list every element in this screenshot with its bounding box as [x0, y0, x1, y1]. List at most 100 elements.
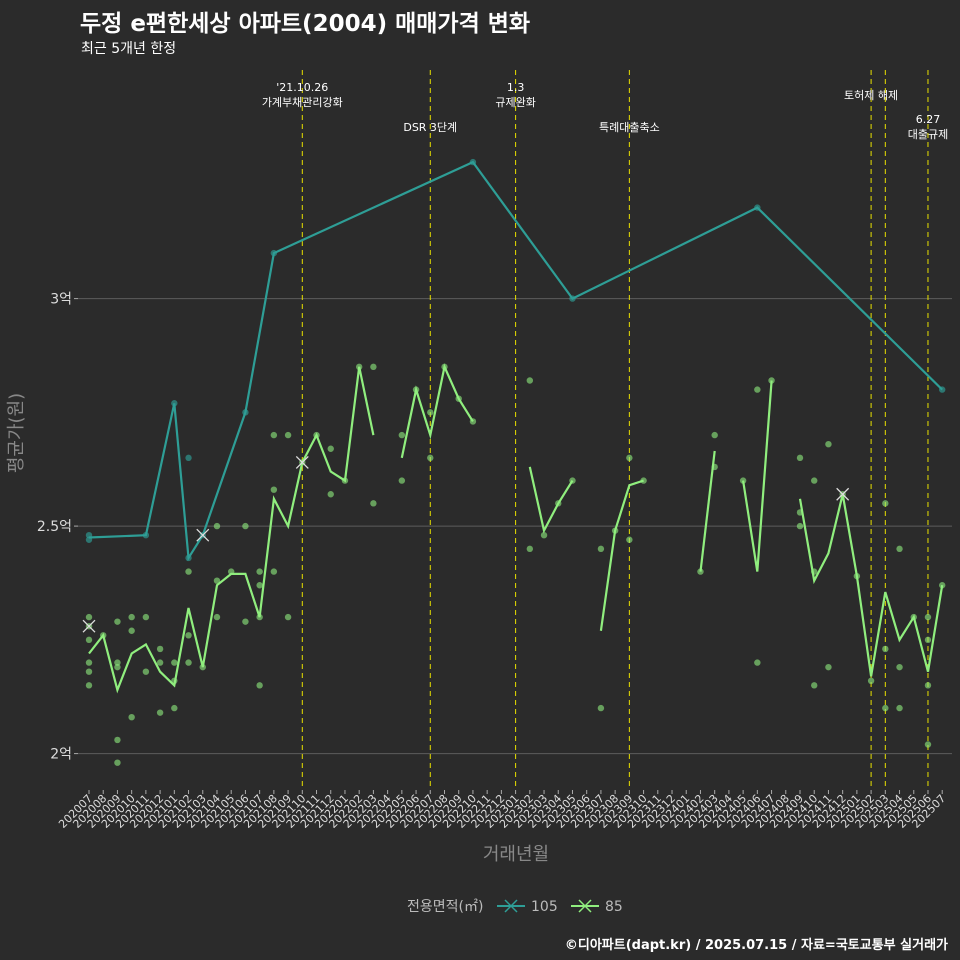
series-85-point: [185, 632, 192, 639]
series-85-point: [626, 536, 633, 543]
series-85-point: [526, 377, 534, 384]
series-85-point: [867, 677, 875, 684]
series-85-point: [896, 663, 903, 671]
series-85-point: [924, 613, 932, 621]
series-85-point: [398, 477, 406, 484]
series-85-point: [114, 618, 121, 625]
series-85-point: [924, 741, 932, 748]
series-105-point: [754, 204, 761, 211]
series-85-point: [213, 577, 221, 584]
caption: ©디아파트(dapt.kr) / 2025.07.15 / 자료=국토교통부 실…: [564, 938, 948, 953]
y-tick-label: 2.5억: [37, 519, 72, 535]
series-85-point: [370, 363, 377, 371]
y-axis-title: 평균가(원): [6, 393, 27, 473]
legend-title: 전용면적(㎡): [407, 899, 483, 915]
series-85-x-marker: [836, 487, 850, 501]
series-85-line: [742, 380, 773, 572]
series-85-point: [85, 659, 93, 666]
series-85-point: [256, 568, 263, 575]
series-105-point: [569, 295, 576, 302]
series-85-point: [754, 386, 761, 393]
series-85-point: [171, 659, 178, 666]
series-85-point: [327, 445, 334, 452]
series-85-point: [697, 568, 704, 575]
event-label: 1.3: [507, 81, 525, 94]
series-105: [85, 158, 946, 562]
series-85-point: [128, 627, 135, 634]
series-85-point: [526, 545, 534, 553]
series-85-point: [796, 454, 804, 462]
series-85-point: [896, 704, 903, 712]
legend: 전용면적(㎡) 105 85: [407, 899, 623, 915]
series-85-point: [327, 491, 334, 498]
series-105-point: [142, 532, 150, 539]
series-85-point: [626, 454, 633, 462]
series-85-line: [528, 466, 574, 534]
series-85-point: [156, 645, 164, 653]
series-85-point: [156, 709, 164, 716]
series-85-point: [242, 522, 249, 530]
series-85-point: [171, 704, 178, 712]
series-85-point: [242, 618, 249, 625]
legend-key-105-x-icon: [504, 899, 518, 913]
series-105-point: [85, 536, 93, 543]
series-85-point: [142, 668, 150, 675]
chart-title: 두정 e편한세상 아파트(2004) 매매가격 변화: [80, 11, 531, 37]
series-85-line: [798, 494, 944, 677]
series-85-line: [699, 450, 716, 572]
x-axis-ticks: 2020072020082020092020102020112020122021…: [56, 790, 948, 831]
series-85-point: [882, 500, 889, 507]
grid-lines: [78, 298, 952, 755]
series-85-point: [85, 636, 93, 644]
series-85-point: [398, 431, 406, 439]
series-85-point: [128, 714, 135, 721]
series-85-point: [114, 759, 121, 766]
y-tick-label: 2억: [50, 747, 72, 763]
legend-key-85-x-icon: [578, 899, 592, 913]
series-85-line: [599, 479, 644, 631]
series-85-point: [114, 659, 121, 666]
series-105-point: [242, 409, 249, 416]
series-85-point: [270, 431, 278, 439]
series-85-point: [370, 500, 377, 507]
event-label: 규제완화: [495, 96, 535, 109]
series-85-point: [284, 431, 292, 439]
series-85-point: [85, 682, 93, 689]
series-105-point: [171, 400, 178, 407]
series-85-point: [185, 659, 192, 666]
series-85-point: [85, 613, 93, 621]
series-85-point: [114, 663, 121, 671]
series-85-point: [256, 582, 263, 589]
series-85-point: [754, 659, 761, 666]
event-label: 토허제 해제: [844, 88, 898, 102]
series-85-point: [811, 477, 818, 484]
series-85-point: [597, 704, 605, 712]
event-label: DSR 3단계: [403, 121, 457, 134]
chart-subtitle: 최근 5개년 한정: [81, 41, 177, 57]
series-85-x-marker: [82, 619, 96, 633]
series-85-point: [156, 659, 164, 666]
event-label: 특례대출축소: [599, 121, 660, 134]
series-85-point: [597, 545, 605, 553]
series-85-point: [270, 568, 278, 575]
series-105-point: [85, 532, 93, 539]
series-85-x-marker: [295, 455, 309, 469]
series-85-line: [88, 366, 375, 694]
series-85-point: [213, 613, 221, 621]
y-axis-ticks: 2억 2.5억 3억: [37, 292, 78, 763]
series-85-point: [128, 613, 135, 621]
series-105-point: [939, 386, 946, 393]
series-85-point: [540, 532, 548, 539]
series-105-point: [469, 158, 477, 166]
event-label: 가계부채관리강화: [262, 96, 343, 109]
series-85-point: [711, 431, 718, 439]
series-85-point: [811, 682, 818, 689]
series-85-point: [882, 704, 889, 712]
series-85-point: [825, 441, 832, 448]
event-label: 대출규제: [908, 128, 948, 141]
series-105-x-marker: [196, 528, 210, 542]
series-85-point: [882, 645, 889, 653]
series-85-point: [924, 682, 932, 689]
series-85-line: [400, 363, 474, 459]
